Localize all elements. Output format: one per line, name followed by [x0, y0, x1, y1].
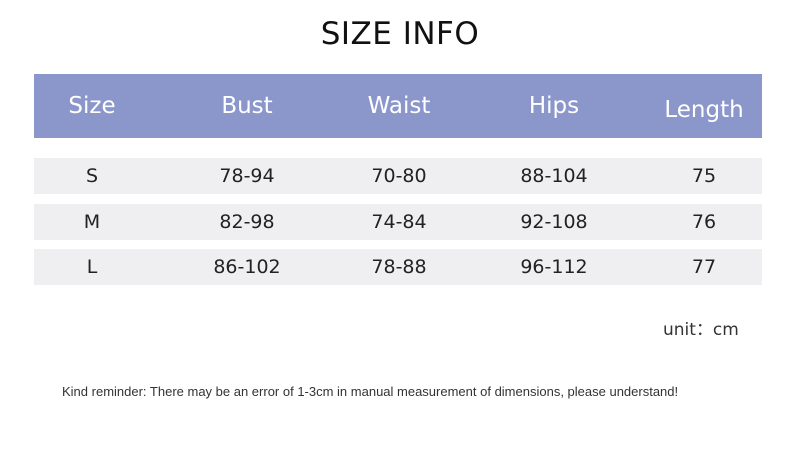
table-row: L 86-102 78-88 96-112 77 — [34, 249, 762, 285]
table-cell-waist: 78-88 — [371, 256, 427, 278]
table-row: M 82-98 74-84 92-108 76 — [34, 204, 762, 240]
table-cell-size: S — [85, 165, 99, 187]
table-row: S 78-94 70-80 88-104 75 — [34, 158, 762, 194]
table-cell-hips: 88-104 — [520, 165, 588, 187]
table-cell-length: 76 — [691, 211, 717, 233]
header-waist: Waist — [367, 93, 431, 119]
header-length: Length — [664, 97, 744, 123]
table-cell-bust: 78-94 — [219, 165, 275, 187]
table-cell-waist: 70-80 — [371, 165, 427, 187]
table-cell-size: M — [83, 211, 101, 233]
table-cell-bust: 82-98 — [219, 211, 275, 233]
table-cell-bust: 86-102 — [213, 256, 281, 278]
table-cell-length: 75 — [691, 165, 717, 187]
table-cell-length: 77 — [691, 256, 717, 278]
table-cell-hips: 92-108 — [520, 211, 588, 233]
table-header: Size Bust Waist Hips Length — [34, 74, 762, 138]
unit-label: unit：cm — [663, 320, 739, 340]
table-cell-size: L — [86, 256, 98, 278]
header-size: Size — [68, 93, 116, 119]
page-title: SIZE INFO — [320, 16, 480, 52]
header-bust: Bust — [221, 93, 273, 119]
table-cell-hips: 96-112 — [520, 256, 588, 278]
table-cell-waist: 74-84 — [371, 211, 427, 233]
reminder-note: Kind reminder: There may be an error of … — [62, 384, 679, 399]
header-hips: Hips — [528, 93, 580, 119]
